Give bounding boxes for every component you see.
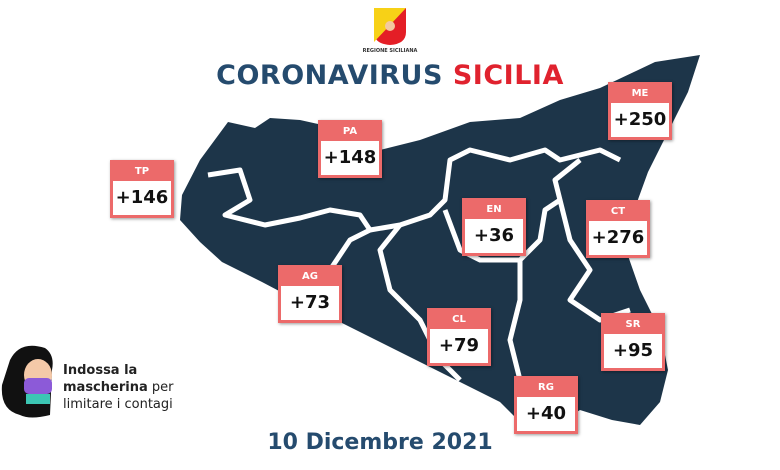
province-box-sr: SR +95 <box>601 313 665 371</box>
province-box-cl: CL +79 <box>427 308 491 366</box>
date-label: 10 Dicembre 2021 <box>267 430 493 455</box>
province-box-ag: AG +73 <box>278 265 342 323</box>
province-box-en: EN +36 <box>462 198 526 256</box>
province-box-me: ME +250 <box>608 82 672 140</box>
sicily-shape <box>180 55 700 432</box>
regione-siciliana-logo <box>374 8 406 45</box>
mask-notice: Indossa la mascherina per limitare i con… <box>63 363 174 412</box>
province-box-ct: CT +276 <box>586 200 650 258</box>
masked-girl-icon <box>1 345 53 418</box>
region-label: REGIONE SICILIANA <box>362 48 418 54</box>
province-box-pa: PA +148 <box>318 120 382 178</box>
province-box-tp: TP +146 <box>110 160 174 218</box>
province-box-rg: RG +40 <box>514 376 578 434</box>
page-title: CORONAVIRUS SICILIA <box>216 60 564 91</box>
